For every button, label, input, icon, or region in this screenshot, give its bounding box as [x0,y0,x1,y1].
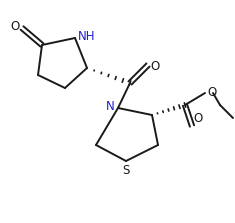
Text: N: N [106,99,115,112]
Text: O: O [207,85,216,99]
Text: O: O [193,112,202,125]
Text: S: S [122,164,130,177]
Text: O: O [150,60,159,72]
Text: O: O [11,21,20,33]
Text: NH: NH [78,31,95,43]
